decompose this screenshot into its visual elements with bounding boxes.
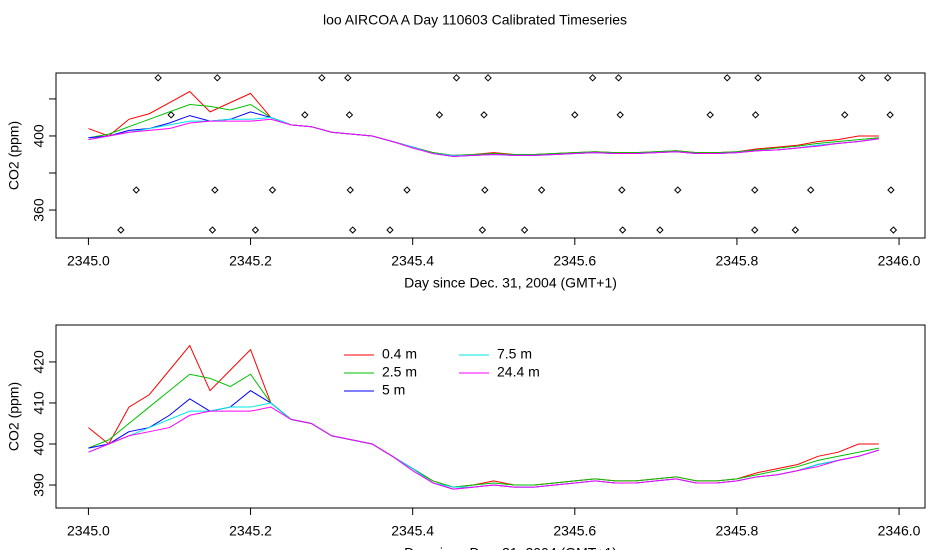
x-tick-label: 2345.8: [716, 523, 759, 539]
marker: [345, 111, 354, 119]
x-tick-label: 2345.4: [391, 523, 434, 539]
marker: [301, 111, 309, 119]
x-tick-label: 2345.2: [229, 253, 272, 269]
y-axis-label: CO2 (ppm): [6, 382, 22, 451]
marker: [213, 74, 222, 82]
y-tick-label: 410: [31, 391, 47, 415]
marker: [858, 74, 866, 82]
marker: [887, 186, 895, 194]
y-tick-label: 390: [31, 473, 47, 497]
marker: [884, 74, 892, 82]
marker: [211, 186, 219, 194]
x-axis-label: Day since Dec. 31, 2004 (GMT+1): [404, 545, 617, 550]
series-line: [88, 406, 879, 490]
series-line: [88, 344, 879, 488]
series-line: [88, 90, 879, 156]
marker: [344, 74, 352, 82]
series-line: [88, 103, 879, 156]
marker: [706, 111, 714, 119]
marker: [588, 74, 597, 82]
plot-frame: [55, 72, 926, 239]
marker: [346, 186, 354, 194]
marker: [751, 186, 759, 194]
marker: [618, 226, 627, 234]
marker: [806, 186, 815, 194]
marker: [167, 111, 175, 119]
marker: [889, 226, 898, 234]
marker: [751, 111, 760, 119]
marker: [268, 186, 277, 194]
x-tick-label: 2345.6: [553, 253, 596, 269]
marker: [251, 226, 260, 234]
marker: [480, 111, 488, 119]
marker: [537, 186, 546, 194]
x-axis-label: Day since Dec. 31, 2004 (GMT+1): [404, 275, 617, 291]
x-tick-label: 2345.0: [67, 253, 110, 269]
marker: [435, 111, 444, 119]
marker: [403, 186, 411, 194]
marker: [117, 226, 125, 234]
plot-frame: [55, 324, 926, 509]
marker: [886, 111, 894, 119]
x-tick-label: 2345.4: [391, 253, 434, 269]
marker: [674, 186, 682, 194]
marker: [616, 111, 624, 119]
x-tick-label: 2345.8: [716, 253, 759, 269]
y-tick-label: 400: [31, 124, 47, 148]
legend-label: 2.5 m: [382, 364, 417, 380]
marker: [478, 226, 487, 234]
y-axis-label: CO2 (ppm): [6, 121, 22, 190]
legend-label: 0.4 m: [382, 346, 417, 362]
marker: [318, 74, 326, 82]
y-tick-label: 360: [31, 198, 47, 222]
marker: [154, 74, 162, 82]
marker: [618, 186, 626, 194]
marker: [520, 226, 529, 234]
marker: [754, 74, 762, 82]
legend-label: 24.4 m: [497, 364, 540, 380]
x-tick-label: 2345.6: [553, 523, 596, 539]
marker: [751, 226, 759, 234]
y-tick-label: 420: [31, 350, 47, 374]
x-tick-label: 2346.0: [878, 523, 921, 539]
legend-label: 5 m: [382, 382, 405, 398]
marker: [841, 111, 849, 119]
y-tick-label: 400: [31, 432, 47, 456]
marker: [348, 226, 357, 234]
marker: [571, 111, 579, 119]
marker: [484, 74, 492, 82]
series-line: [88, 373, 879, 488]
x-tick-label: 2346.0: [878, 253, 921, 269]
marker: [614, 74, 623, 82]
marker: [132, 186, 140, 194]
marker: [208, 226, 217, 234]
series-line: [88, 118, 879, 157]
marker: [791, 226, 800, 234]
marker: [481, 186, 489, 194]
marker: [656, 226, 664, 234]
legend-label: 7.5 m: [497, 346, 532, 362]
x-tick-label: 2345.2: [229, 523, 272, 539]
x-tick-label: 2345.0: [67, 523, 110, 539]
marker: [723, 74, 731, 82]
marker: [452, 74, 461, 82]
marker: [386, 226, 394, 234]
page-title: loo AIRCOA A Day 110603 Calibrated Times…: [323, 12, 627, 28]
